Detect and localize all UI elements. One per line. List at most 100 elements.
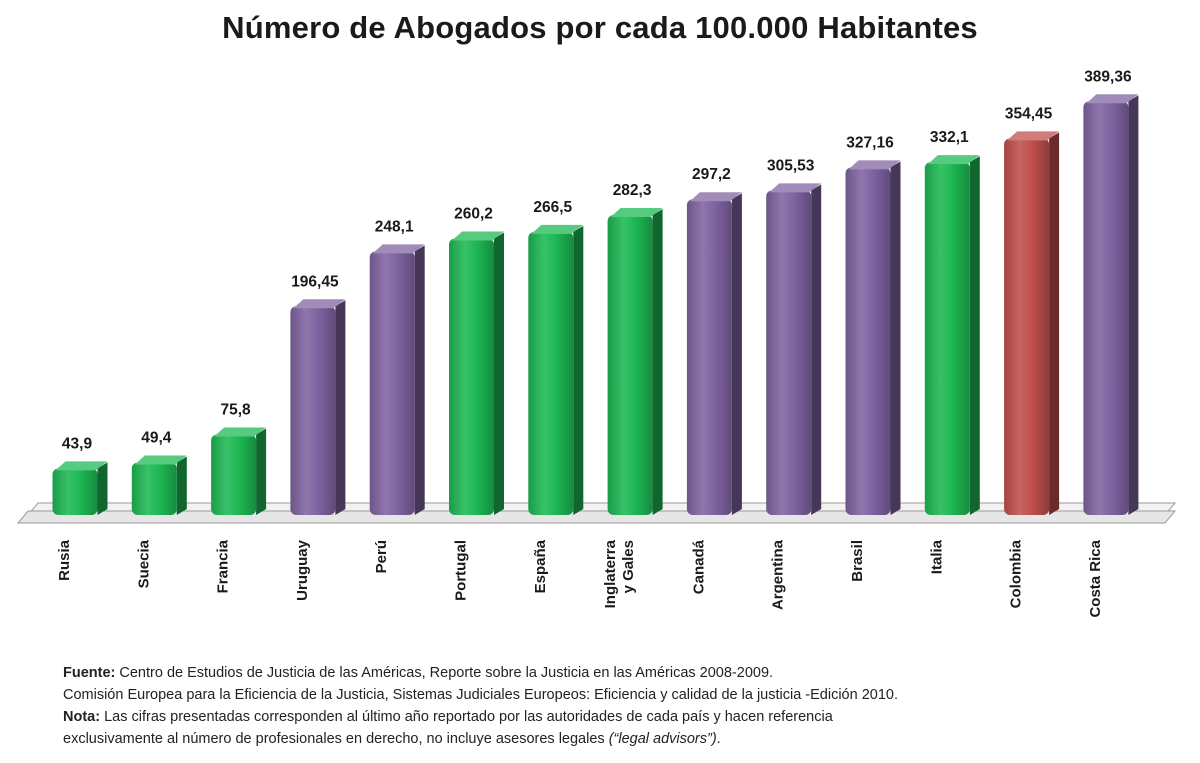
bar-front xyxy=(607,215,653,515)
bar-front xyxy=(369,251,415,516)
category-label: Argentina xyxy=(770,539,787,610)
note-line-2-text: exclusivamente al número de profesionale… xyxy=(63,731,609,747)
bar-top xyxy=(293,299,346,309)
nota-label: Nota: xyxy=(63,709,101,725)
bar-side xyxy=(97,462,108,515)
note-line-2: exclusivamente al número de profesionale… xyxy=(63,728,1183,750)
fuente-label: Fuente: xyxy=(63,665,116,681)
bar-side xyxy=(256,428,267,515)
bar xyxy=(845,160,901,515)
bar xyxy=(1004,131,1060,515)
note-line-1: Nota: Las cifras presentadas corresponde… xyxy=(63,706,1183,728)
category-label: Costa Rica xyxy=(1087,539,1104,617)
bar-top xyxy=(531,224,584,234)
category-label: Rusia xyxy=(56,539,73,581)
data-label: 389,36 xyxy=(1084,68,1132,85)
data-label: 196,45 xyxy=(291,273,339,290)
bar xyxy=(131,455,187,515)
bar-side xyxy=(494,232,504,515)
bar xyxy=(369,244,425,516)
category-label: Brasil xyxy=(849,540,866,582)
bar xyxy=(528,224,584,515)
category-label: Francia xyxy=(215,539,232,593)
bar-front xyxy=(924,162,970,516)
category-label: Italia xyxy=(928,539,945,574)
data-label: 75,8 xyxy=(221,401,252,418)
bar xyxy=(52,461,108,515)
bar-top xyxy=(452,231,504,241)
data-label: 43,9 xyxy=(62,435,93,452)
nota-text: Las cifras presentadas corresponden al ú… xyxy=(100,709,833,725)
data-label: 332,1 xyxy=(930,129,969,146)
data-label: 260,2 xyxy=(454,206,493,223)
category-label: Inglaterra xyxy=(602,539,619,608)
bar-top xyxy=(769,183,822,193)
bar-front xyxy=(211,434,257,515)
bar-front xyxy=(131,462,177,515)
bar-top xyxy=(134,455,187,465)
bar-top xyxy=(927,155,980,165)
data-label: 305,53 xyxy=(767,157,815,174)
bar-front xyxy=(52,468,98,515)
bar xyxy=(686,192,742,515)
category-label: Canadá xyxy=(690,539,707,594)
legal-advisors-italic: (“legal advisors”) xyxy=(608,731,717,747)
bar xyxy=(924,155,980,516)
category-label: Perú xyxy=(373,540,390,573)
source-line-1: Fuente: Centro de Estudios de Justicia d… xyxy=(63,662,1183,684)
data-label: 49,4 xyxy=(141,430,172,447)
bar-front xyxy=(1083,101,1129,516)
bar-side xyxy=(335,300,346,515)
bar xyxy=(211,427,267,515)
bar-front xyxy=(686,199,732,515)
chart-floor-edge xyxy=(16,510,1177,524)
bar-chart: 43,9 Rusia 49,4 Suecia 75,8 Francia 196,45 Urug… xyxy=(16,68,1177,618)
category-label: Uruguay xyxy=(294,539,311,601)
source-notes: Fuente: Centro de Estudios de Justicia d… xyxy=(63,662,1183,750)
bar-side xyxy=(890,161,901,515)
category-label: Suecia xyxy=(135,539,152,588)
fuente-text: Centro de Estudios de Justicia de las Am… xyxy=(115,665,774,681)
data-label: 266,5 xyxy=(533,199,572,216)
category-label: Portugal xyxy=(452,540,469,601)
bar xyxy=(1083,94,1139,516)
data-label: 297,2 xyxy=(692,166,731,183)
bar-top xyxy=(610,208,663,218)
bar-top xyxy=(848,160,901,170)
bar-front xyxy=(1004,138,1050,515)
bar-top xyxy=(372,244,425,254)
bar-side xyxy=(811,184,822,515)
bar-top xyxy=(1086,94,1139,104)
bar-side xyxy=(1128,95,1139,516)
bar-top xyxy=(214,427,267,437)
bar-side xyxy=(731,193,742,515)
bar-top xyxy=(55,461,108,471)
data-label: 327,16 xyxy=(846,134,894,151)
category-label: y Gales xyxy=(620,540,637,593)
data-label: 354,45 xyxy=(1005,105,1053,122)
bar-front xyxy=(449,238,494,515)
bar xyxy=(607,208,663,515)
bar xyxy=(290,299,346,515)
bar-side xyxy=(573,225,584,515)
bar-front xyxy=(766,190,812,515)
bar-top xyxy=(1007,131,1060,141)
chart-title: Número de Abogados por cada 100.000 Habi… xyxy=(222,10,978,45)
bar-side xyxy=(414,245,425,516)
bar xyxy=(766,183,822,515)
bar-front xyxy=(290,306,336,515)
bar-side xyxy=(176,456,187,515)
source-line-2: Comisión Europea para la Eficiencia de l… xyxy=(63,687,898,703)
bar-front xyxy=(528,231,574,515)
data-label: 282,3 xyxy=(613,182,652,199)
note-line-2-end: . xyxy=(716,731,721,747)
category-label: Colombia xyxy=(1008,539,1025,608)
category-label: España xyxy=(532,539,549,593)
bar-front xyxy=(845,167,891,515)
bar-top xyxy=(689,192,742,202)
bar-side xyxy=(969,156,980,516)
data-label: 248,1 xyxy=(375,218,414,235)
bar xyxy=(449,231,504,515)
bar-side xyxy=(1049,132,1060,515)
bar-side xyxy=(652,209,663,515)
